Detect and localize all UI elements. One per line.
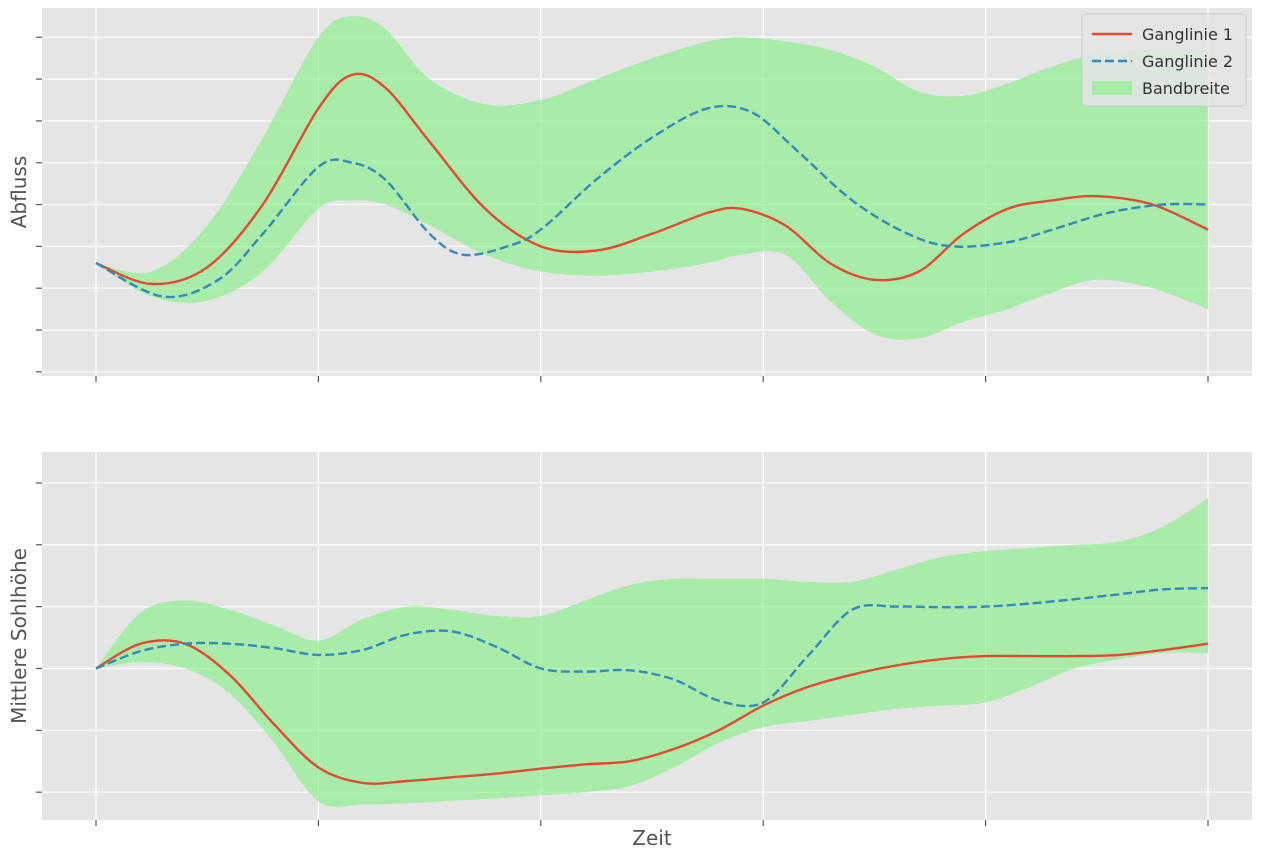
series-line-1: [95, 72, 1209, 286]
series-line-2: [95, 586, 1209, 708]
legend-swatch-bandbreite: [1092, 81, 1132, 95]
plot-data: [95, 16, 1209, 340]
legend-label: Ganglinie 1: [1142, 25, 1233, 44]
legend-label: Bandbreite: [1142, 79, 1230, 98]
y-axis-label: Abfluss: [7, 156, 31, 229]
series-line-1: [95, 639, 1209, 785]
abfluss-panel: Abfluss Ganglinie 1 Ganglinie 2 Bandbreite: [7, 8, 1252, 382]
series-line-2: [95, 104, 1209, 299]
legend-label: Ganglinie 2: [1142, 52, 1233, 71]
bandbreite-area: [96, 16, 1208, 340]
legend: Ganglinie 1 Ganglinie 2 Bandbreite: [1081, 13, 1247, 107]
x-axis-label: Zeit: [632, 826, 672, 850]
plot-data: [95, 498, 1209, 807]
y-axis-label: Mittlere Sohlhöhe: [7, 548, 31, 724]
bandbreite-area: [96, 498, 1208, 807]
sohlhoehe-panel: Mittlere Sohlhöhe Zeit: [7, 452, 1252, 850]
